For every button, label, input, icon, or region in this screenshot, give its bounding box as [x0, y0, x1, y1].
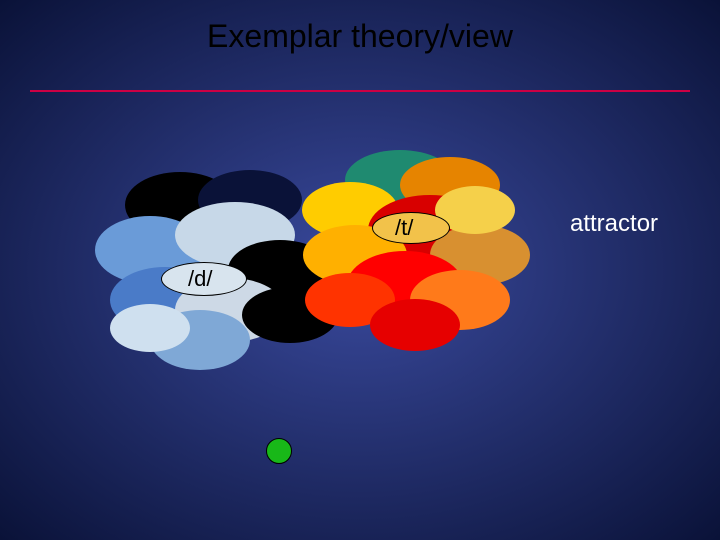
lone-green-dot [266, 438, 292, 464]
slide-title: Exemplar theory/view [0, 18, 720, 55]
d-cluster-ellipse [110, 304, 190, 352]
t-cluster-ellipse [370, 299, 460, 351]
d-cluster-label: /d/ [188, 266, 212, 292]
attractor-label: attractor [570, 210, 658, 238]
t-cluster-label: /t/ [395, 215, 413, 241]
slide-stage: Exemplar theory/view/d/ /t/attractor [0, 0, 720, 540]
divider-line [30, 90, 690, 92]
